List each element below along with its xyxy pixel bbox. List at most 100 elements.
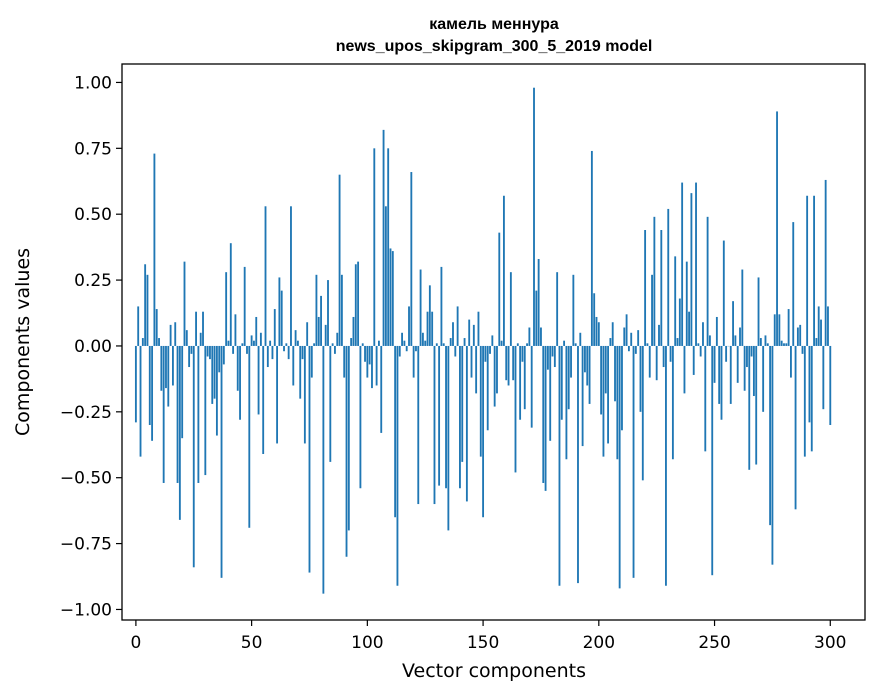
bar-164: [514, 345, 517, 473]
y-axis-ticks: −1.00 −0.75 −0.50 −0.25 0.00 0.25 0.50 0.75 1.00: [60, 73, 122, 620]
bar-48: [246, 345, 248, 354]
bar-19: [178, 345, 181, 520]
bar-170: [528, 327, 531, 346]
bar-127: [428, 285, 431, 346]
bar-236: [681, 182, 684, 346]
bar-83: [327, 280, 329, 346]
bar-272: [764, 335, 767, 346]
bar-76: [310, 345, 313, 378]
bar-296: [820, 319, 822, 346]
bar-11: [160, 345, 163, 391]
bar-269: [757, 277, 760, 346]
bar-151: [484, 345, 487, 362]
bar-153: [489, 345, 491, 354]
bar-250: [713, 345, 716, 383]
bar-142: [463, 338, 466, 346]
bar-124: [421, 332, 424, 346]
bar-79: [317, 316, 320, 346]
bar-66: [287, 345, 290, 360]
bar-111: [391, 251, 394, 346]
bar-89: [340, 274, 343, 346]
x-tick-label: 100: [351, 633, 383, 653]
bar-133: [442, 343, 445, 346]
bar-116: [403, 340, 406, 346]
bar-249: [711, 345, 714, 576]
bar-58: [269, 340, 272, 346]
bar-206: [611, 322, 614, 346]
bar-50: [250, 335, 253, 346]
bar-15: [169, 324, 172, 346]
bar-244: [699, 345, 702, 357]
bar-23: [188, 345, 191, 368]
bar-43: [234, 314, 237, 346]
bar-224: [653, 216, 656, 346]
bar-0: [134, 345, 137, 423]
bar-155: [493, 345, 496, 407]
bar-18: [176, 345, 179, 483]
bar-280: [783, 343, 785, 346]
bar-160: [505, 345, 508, 381]
x-axis-label: Vector components: [402, 660, 586, 682]
bar-86: [334, 345, 336, 354]
bar-17: [174, 322, 177, 346]
bar-9: [155, 309, 158, 346]
bar-53: [257, 345, 260, 415]
bar-179: [549, 345, 552, 441]
bar-4: [144, 264, 147, 346]
bar-12: [162, 345, 165, 483]
bar-103: [373, 148, 376, 346]
y-tick-label: −0.50: [60, 469, 112, 489]
bar-134: [445, 345, 447, 489]
bar-13: [165, 345, 167, 389]
bar-204: [607, 345, 610, 444]
bar-148: [477, 311, 480, 346]
bar-180: [551, 345, 554, 357]
bar-185: [563, 340, 566, 346]
bar-289: [803, 345, 806, 457]
bar-252: [718, 345, 721, 404]
bar-81: [322, 345, 325, 594]
x-tick-label: 200: [583, 633, 615, 653]
bar-36: [218, 345, 221, 373]
bar-45: [239, 345, 241, 420]
bar-21: [183, 261, 186, 346]
bar-178: [546, 345, 549, 370]
bar-207: [614, 345, 616, 402]
bar-197: [590, 150, 593, 346]
bar-77: [313, 343, 316, 346]
bar-174: [537, 258, 540, 346]
bar-173: [535, 290, 538, 346]
bar-135: [447, 345, 450, 531]
bar-291: [808, 345, 811, 423]
bar-73: [303, 345, 306, 444]
bar-203: [604, 345, 607, 394]
bar-233: [674, 256, 677, 346]
bar-181: [553, 345, 556, 368]
bar-265: [748, 345, 751, 470]
bar-263: [743, 345, 746, 391]
bar-25: [192, 345, 195, 568]
bar-217: [637, 330, 640, 346]
bar-107: [382, 129, 385, 346]
x-axis-ticks: 0 50 100 150 200 250 300: [130, 620, 847, 653]
bar-123: [419, 269, 422, 346]
bar-109: [387, 148, 390, 346]
bar-232: [671, 345, 674, 460]
bar-165: [516, 343, 519, 346]
bar-154: [491, 335, 494, 346]
bar-91: [345, 345, 348, 557]
bar-276: [773, 314, 776, 346]
bar-212: [625, 314, 628, 346]
bar-257: [729, 345, 732, 404]
bar-117: [405, 345, 408, 352]
bar-88: [338, 174, 341, 346]
bar-56: [264, 206, 267, 346]
bar-1: [137, 306, 140, 346]
bar-281: [785, 343, 788, 346]
bar-140: [459, 345, 461, 489]
bar-288: [801, 345, 804, 354]
bar-273: [766, 343, 769, 346]
bar-38: [222, 345, 225, 365]
y-tick-label: 0.25: [74, 271, 112, 291]
bar-264: [746, 345, 748, 368]
